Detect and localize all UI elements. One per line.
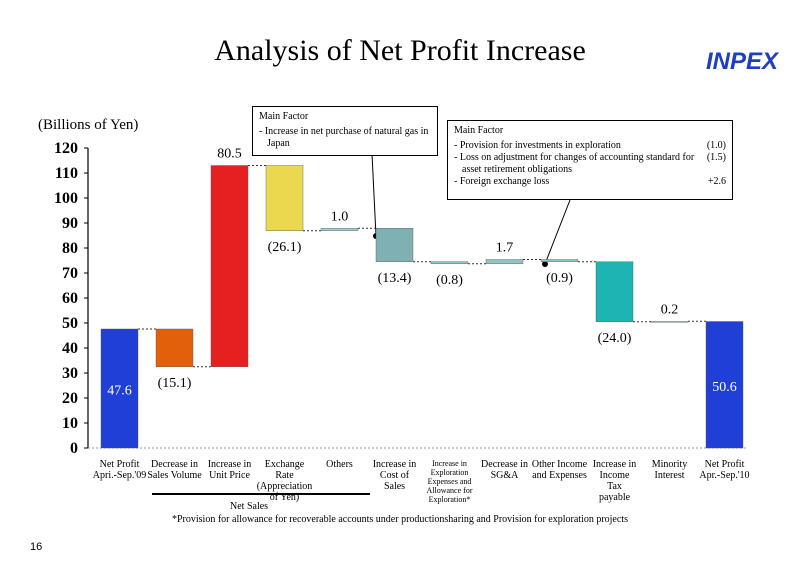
- x-tick-label: Decrease in Sales Volume: [147, 459, 202, 481]
- x-tick-label: Increase in Unit Price: [207, 459, 252, 481]
- group-label: Net Sales: [230, 501, 269, 512]
- bar: [650, 321, 689, 323]
- y-tick-label: 0: [70, 440, 78, 457]
- bar: [100, 328, 139, 449]
- callout-item: - Provision for investments in explorati…: [454, 140, 726, 152]
- x-tick-label: Minority Interest: [651, 459, 688, 481]
- y-tick-label: 30: [62, 365, 78, 382]
- bar: [265, 165, 304, 231]
- bar: [595, 261, 634, 322]
- y-tick-label: 90: [62, 215, 78, 232]
- footnote: *Provision for allowance for recoverable…: [172, 514, 628, 525]
- bar: [430, 261, 469, 264]
- callout-text: - Loss on adjustment for changes of acco…: [454, 152, 695, 175]
- callout-item: - Foreign exchange loss +2.6: [454, 176, 726, 188]
- y-tick-label: 40: [62, 340, 78, 357]
- page-number: 16: [30, 541, 43, 553]
- y-tick-label: 100: [54, 190, 78, 207]
- y-tick-label: 50: [62, 315, 78, 332]
- callout-text: - Provision for investments in explorati…: [454, 140, 621, 151]
- value-label: (0.9): [546, 271, 573, 286]
- callout-box: Main Factor - Provision for investments i…: [447, 120, 733, 200]
- value-label: 0.2: [661, 302, 679, 317]
- callout-pointer: [371, 153, 377, 237]
- callout-text: - Increase in net purchase of natural ga…: [259, 126, 429, 149]
- callout-text: - Foreign exchange loss: [454, 176, 550, 187]
- callout-title: Main Factor: [259, 111, 309, 122]
- callout-title: Main Factor: [454, 125, 504, 136]
- value-label: (0.8): [436, 273, 463, 288]
- value-label: (15.1): [158, 376, 192, 391]
- callout-value: (1.5): [706, 152, 726, 163]
- callout-pointer: [544, 199, 571, 265]
- y-axis-label: (Billions of Yen): [38, 117, 139, 133]
- y-tick-label: 70: [62, 265, 78, 282]
- bar: [210, 165, 249, 367]
- y-tick-label: 110: [55, 165, 78, 182]
- y-tick-label: 80: [62, 240, 78, 257]
- bar: [705, 321, 744, 449]
- bar: [320, 228, 359, 231]
- callout-item: - Loss on adjustment for changes of acco…: [454, 152, 726, 176]
- x-tick-label: Net Profit Apri.-Sep.'09: [92, 459, 147, 481]
- bar: [155, 328, 194, 367]
- value-label: 47.6: [107, 384, 132, 399]
- callout-box: Main Factor - Increase in net purchase of…: [252, 106, 438, 156]
- callout-value: (1.0): [706, 140, 726, 151]
- value-label: (24.0): [598, 331, 632, 346]
- x-tick-label: Others: [326, 459, 353, 470]
- y-tick-label: 120: [54, 140, 78, 157]
- value-label: (13.4): [378, 271, 412, 286]
- x-tick-label: Increase in Exploration Expenses and All…: [426, 459, 473, 504]
- y-tick-label: 10: [62, 415, 78, 432]
- x-tick-label: Exchange Rate (Appreciation of Yen): [256, 459, 313, 503]
- y-tick-label: 20: [62, 390, 78, 407]
- callout-dot: [542, 261, 548, 267]
- value-label: (26.1): [268, 240, 302, 255]
- logo: INPEX: [705, 48, 778, 75]
- x-tick-label: Increase in Income Tax payable: [592, 459, 637, 503]
- callout-item: - Increase in net purchase of natural ga…: [259, 126, 431, 150]
- x-tick-label: Net Profit Apr.-Sep.'10: [699, 459, 750, 481]
- x-tick-label: Decrease in SG&A: [481, 459, 528, 481]
- chart-title: Analysis of Net Profit Increase: [214, 34, 586, 67]
- value-label: 50.6: [712, 380, 737, 395]
- x-tick-label: Other Income and Expenses: [531, 459, 588, 481]
- value-label: 1.0: [331, 209, 349, 224]
- bar: [485, 259, 524, 264]
- callout-value: +2.6: [707, 176, 726, 187]
- bar: [540, 259, 579, 262]
- x-tick-label: Increase in Cost of Sales: [372, 459, 417, 492]
- value-label: 1.7: [496, 241, 514, 256]
- bar: [375, 228, 414, 262]
- y-tick-label: 60: [62, 290, 78, 307]
- value-label: 80.5: [217, 147, 242, 162]
